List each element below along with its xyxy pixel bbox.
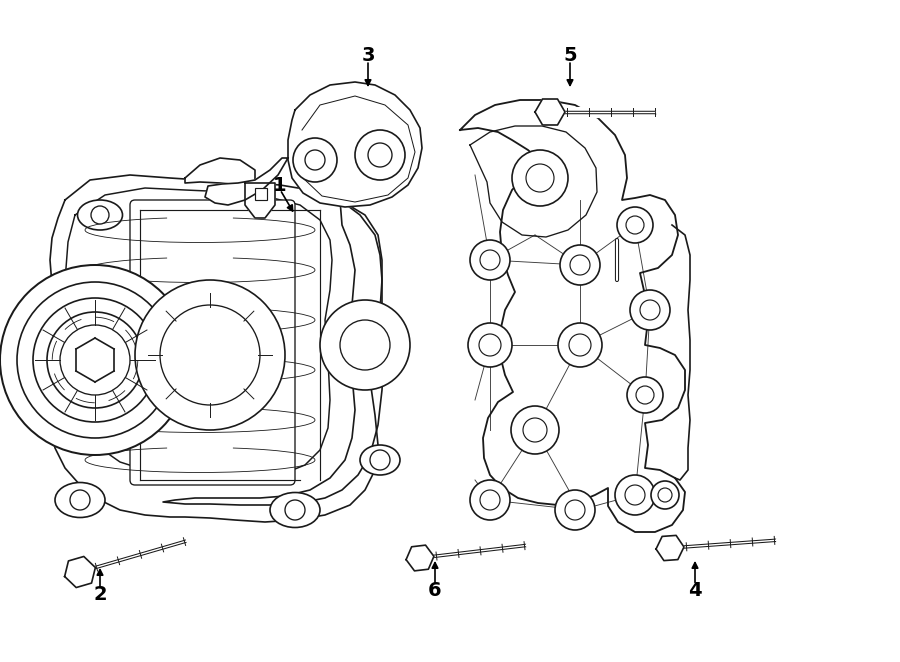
FancyBboxPatch shape xyxy=(130,200,295,485)
Polygon shape xyxy=(406,545,434,571)
Circle shape xyxy=(523,418,547,442)
Circle shape xyxy=(627,377,663,413)
Bar xyxy=(255,188,267,200)
Circle shape xyxy=(777,536,784,544)
Text: 4: 4 xyxy=(688,581,702,600)
Circle shape xyxy=(651,481,679,509)
Circle shape xyxy=(615,475,655,515)
Polygon shape xyxy=(163,200,384,505)
Circle shape xyxy=(630,290,670,330)
Circle shape xyxy=(626,216,644,234)
Circle shape xyxy=(370,450,390,470)
Circle shape xyxy=(565,500,585,520)
Circle shape xyxy=(479,334,501,356)
Circle shape xyxy=(305,150,325,170)
Circle shape xyxy=(470,480,510,520)
Circle shape xyxy=(368,143,392,167)
Circle shape xyxy=(160,305,260,405)
Polygon shape xyxy=(205,158,288,205)
Circle shape xyxy=(658,488,672,502)
Ellipse shape xyxy=(360,445,400,475)
Circle shape xyxy=(625,485,645,505)
Circle shape xyxy=(60,325,130,395)
Polygon shape xyxy=(65,188,332,478)
Polygon shape xyxy=(185,158,255,185)
Polygon shape xyxy=(50,175,382,522)
Polygon shape xyxy=(656,536,684,561)
Circle shape xyxy=(558,323,602,367)
Circle shape xyxy=(636,386,654,404)
Circle shape xyxy=(285,500,305,520)
Circle shape xyxy=(640,300,660,320)
Text: 2: 2 xyxy=(94,585,107,604)
Circle shape xyxy=(33,298,157,422)
Text: 5: 5 xyxy=(563,46,577,64)
Text: 6: 6 xyxy=(428,581,442,600)
Circle shape xyxy=(570,255,590,275)
Ellipse shape xyxy=(55,483,105,518)
Circle shape xyxy=(617,207,653,243)
Circle shape xyxy=(355,130,405,180)
Circle shape xyxy=(70,490,90,510)
Polygon shape xyxy=(76,338,114,382)
Circle shape xyxy=(526,164,554,192)
Polygon shape xyxy=(288,82,422,207)
Circle shape xyxy=(293,138,337,182)
Circle shape xyxy=(470,240,510,280)
Circle shape xyxy=(526,542,534,549)
Circle shape xyxy=(91,206,109,224)
Polygon shape xyxy=(460,100,685,532)
Text: 1: 1 xyxy=(274,175,287,195)
Circle shape xyxy=(135,280,285,430)
Circle shape xyxy=(320,300,410,390)
Circle shape xyxy=(340,320,390,370)
Circle shape xyxy=(480,490,500,510)
Polygon shape xyxy=(245,183,275,218)
Circle shape xyxy=(480,250,500,270)
Circle shape xyxy=(569,334,591,356)
Circle shape xyxy=(560,245,600,285)
Polygon shape xyxy=(65,557,95,588)
Circle shape xyxy=(511,406,559,454)
Circle shape xyxy=(468,323,512,367)
Circle shape xyxy=(512,150,568,206)
Circle shape xyxy=(17,282,173,438)
Polygon shape xyxy=(535,99,565,125)
Text: 3: 3 xyxy=(361,46,374,64)
Ellipse shape xyxy=(270,493,320,528)
Ellipse shape xyxy=(77,200,122,230)
Circle shape xyxy=(0,265,190,455)
Circle shape xyxy=(656,109,663,115)
Circle shape xyxy=(47,312,143,408)
Circle shape xyxy=(555,490,595,530)
Circle shape xyxy=(186,536,194,544)
